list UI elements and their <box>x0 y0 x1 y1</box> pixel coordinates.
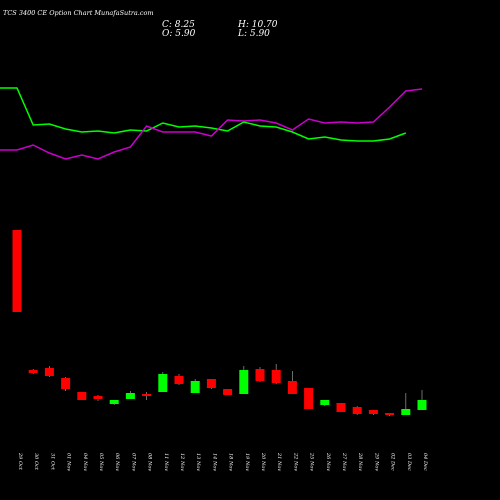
candle-body <box>271 370 281 383</box>
candle-body <box>61 378 71 389</box>
candle-body <box>190 381 200 393</box>
x-tick-label: 07 Nov <box>130 453 136 471</box>
x-tick-label: 18 Nov <box>228 453 234 471</box>
candle-12-nov <box>174 374 184 385</box>
candle-body <box>320 400 330 405</box>
candle-body <box>158 374 168 392</box>
candle-22-nov <box>287 371 297 394</box>
x-tick-label: 01 Nov <box>66 453 72 471</box>
candle-body <box>206 379 216 388</box>
candle-body <box>125 393 135 399</box>
open-value: O: 5.90 <box>162 29 196 39</box>
candle-body <box>401 409 411 415</box>
candle-body <box>385 413 395 415</box>
candle-body <box>239 370 249 394</box>
candle-body <box>44 368 54 376</box>
candle-body <box>352 407 362 414</box>
x-tick-label: 26 Nov <box>325 452 331 471</box>
close-value: C: 8.25 <box>162 20 195 30</box>
candle-28-nov <box>352 406 362 415</box>
candle-body <box>417 400 427 410</box>
candle-body <box>12 230 22 312</box>
x-tick-label: 28 Nov <box>357 452 363 471</box>
candle-07-nov <box>125 391 135 399</box>
ma-short-line <box>0 87 407 142</box>
candle-08-nov <box>142 392 152 400</box>
candle-02-dec <box>385 413 395 416</box>
candle-20-nov <box>255 367 265 382</box>
candle-30-oct <box>28 369 38 374</box>
candle-body <box>223 389 233 395</box>
candle-25-nov <box>304 388 314 409</box>
x-tick-label: 29 Oct <box>17 452 23 471</box>
candle-29-oct <box>12 230 22 312</box>
candle-04-nov <box>77 392 87 400</box>
x-tick-label: 06 Nov <box>114 453 120 471</box>
candle-body <box>77 392 87 400</box>
ma-long-line <box>0 88 423 160</box>
candle-body <box>28 370 38 373</box>
candle-14-nov <box>206 379 216 389</box>
candle-31-oct <box>44 366 54 377</box>
moving-averages <box>0 87 423 160</box>
x-tick-label: 11 Nov <box>163 453 169 471</box>
x-tick-label: 08 Nov <box>147 453 153 471</box>
candle-21-nov <box>271 364 281 384</box>
candle-body <box>304 388 314 409</box>
candle-06-nov <box>109 400 119 405</box>
x-tick-label: 12 Nov <box>179 453 185 471</box>
x-tick-label: 14 Nov <box>211 453 217 471</box>
low-value: L: 5.90 <box>238 29 270 39</box>
x-tick-label: 30 Oct <box>33 453 39 471</box>
candle-01-nov <box>61 377 71 391</box>
candle-19-nov <box>239 366 249 394</box>
x-tick-label: 25 Nov <box>309 452 315 471</box>
candle-body <box>109 400 119 404</box>
candle-body <box>368 410 378 414</box>
x-tick-label: 13 Nov <box>195 453 201 471</box>
candle-03-dec <box>401 393 411 415</box>
x-tick-label: 29 Nov <box>373 452 379 471</box>
candle-13-nov <box>190 379 200 393</box>
x-tick-label: 19 Nov <box>244 453 250 471</box>
x-tick-label: 22 Nov <box>292 452 298 471</box>
x-tick-label: 04 Nov <box>82 453 88 471</box>
candle-18-nov <box>223 389 233 395</box>
candle-body <box>142 394 152 396</box>
high-value: H: 10.70 <box>238 20 278 30</box>
candle-04-dec <box>417 390 427 410</box>
x-tick-label: 31 Oct <box>49 453 55 471</box>
x-tick-label: 05 Nov <box>98 453 104 471</box>
candle-29-nov <box>368 410 378 415</box>
candle-body <box>174 376 184 384</box>
candle-body <box>255 369 265 381</box>
candle-26-nov <box>320 400 330 406</box>
x-tick-label: 04 Dec <box>422 453 428 471</box>
candle-11-nov <box>158 372 168 392</box>
candle-body <box>336 403 346 412</box>
x-axis-labels: 29 Oct 30 Oct 31 Oct 01 Nov 04 Nov 05 Nov 06 N… <box>17 452 428 471</box>
candle-27-nov <box>336 403 346 412</box>
x-tick-label: 02 Dec <box>390 453 396 471</box>
x-tick-label: 21 Nov <box>276 452 282 471</box>
x-tick-label: 27 Nov <box>341 452 347 471</box>
candle-05-nov <box>93 395 103 401</box>
candles <box>12 230 427 416</box>
x-tick-label: 20 Nov <box>260 452 266 471</box>
candle-body <box>93 396 103 399</box>
x-tick-label: 03 Dec <box>406 453 412 471</box>
chart-title: TCS 3400 CE Option Chart MunafaSutra.com <box>3 9 154 17</box>
candle-body <box>287 381 297 394</box>
